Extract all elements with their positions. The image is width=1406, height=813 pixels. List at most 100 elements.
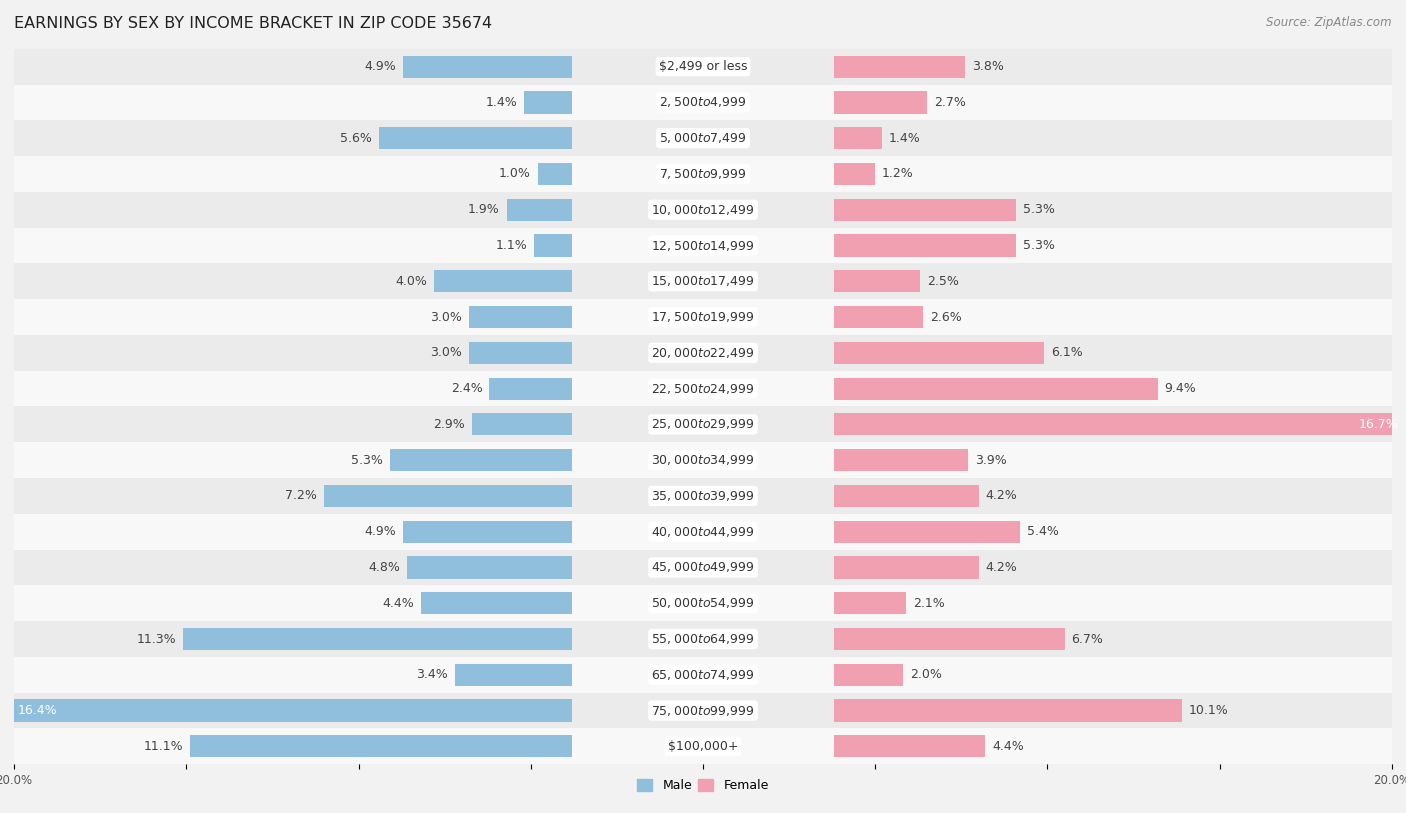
Bar — [834, 91, 927, 114]
Text: 1.4%: 1.4% — [485, 96, 517, 109]
Text: 2.6%: 2.6% — [931, 311, 962, 324]
Text: 4.4%: 4.4% — [993, 740, 1024, 753]
Bar — [834, 234, 1017, 257]
Bar — [7, 699, 572, 722]
Bar — [834, 163, 875, 185]
Text: $12,500 to $14,999: $12,500 to $14,999 — [651, 238, 755, 253]
Bar — [834, 592, 907, 615]
Text: $65,000 to $74,999: $65,000 to $74,999 — [651, 667, 755, 682]
Text: $55,000 to $64,999: $55,000 to $64,999 — [651, 632, 755, 646]
Bar — [468, 306, 572, 328]
Bar — [14, 442, 1392, 478]
Bar — [380, 127, 572, 150]
Text: 4.9%: 4.9% — [364, 60, 396, 73]
Text: $100,000+: $100,000+ — [668, 740, 738, 753]
Text: 3.9%: 3.9% — [976, 454, 1007, 467]
Text: $15,000 to $17,499: $15,000 to $17,499 — [651, 274, 755, 289]
Bar — [834, 377, 1157, 400]
Text: 1.1%: 1.1% — [495, 239, 527, 252]
Text: 16.4%: 16.4% — [17, 704, 58, 717]
Bar — [14, 550, 1392, 585]
Bar — [468, 341, 572, 364]
Text: 4.2%: 4.2% — [986, 489, 1017, 502]
Bar — [420, 592, 572, 615]
Text: 5.6%: 5.6% — [340, 132, 373, 145]
Bar — [434, 270, 572, 293]
Text: 5.3%: 5.3% — [1024, 239, 1056, 252]
Bar — [834, 127, 882, 150]
Text: 11.1%: 11.1% — [143, 740, 183, 753]
Text: 6.7%: 6.7% — [1071, 633, 1104, 646]
Text: EARNINGS BY SEX BY INCOME BRACKET IN ZIP CODE 35674: EARNINGS BY SEX BY INCOME BRACKET IN ZIP… — [14, 16, 492, 31]
Text: $7,500 to $9,999: $7,500 to $9,999 — [659, 167, 747, 181]
Bar — [524, 91, 572, 114]
Bar — [14, 192, 1392, 228]
Text: 9.4%: 9.4% — [1164, 382, 1197, 395]
Text: 7.2%: 7.2% — [285, 489, 318, 502]
Bar — [834, 449, 969, 472]
Bar — [834, 556, 979, 579]
Text: 2.4%: 2.4% — [451, 382, 482, 395]
Text: $45,000 to $49,999: $45,000 to $49,999 — [651, 560, 755, 575]
Bar — [834, 198, 1017, 221]
Text: 3.4%: 3.4% — [416, 668, 449, 681]
Bar — [323, 485, 572, 507]
Text: 4.2%: 4.2% — [986, 561, 1017, 574]
Bar — [834, 735, 986, 758]
Text: 2.7%: 2.7% — [934, 96, 966, 109]
Bar — [14, 621, 1392, 657]
Bar — [489, 377, 572, 400]
Bar — [834, 341, 1045, 364]
Text: 5.3%: 5.3% — [1024, 203, 1056, 216]
Bar — [456, 663, 572, 686]
Bar — [834, 520, 1019, 543]
Text: 2.0%: 2.0% — [910, 668, 942, 681]
Bar — [834, 663, 903, 686]
Text: 4.0%: 4.0% — [395, 275, 427, 288]
Bar — [14, 335, 1392, 371]
Text: $50,000 to $54,999: $50,000 to $54,999 — [651, 596, 755, 611]
Text: 1.4%: 1.4% — [889, 132, 921, 145]
Text: $20,000 to $22,499: $20,000 to $22,499 — [651, 346, 755, 360]
Text: $40,000 to $44,999: $40,000 to $44,999 — [651, 524, 755, 539]
Text: 3.8%: 3.8% — [972, 60, 1004, 73]
Bar — [14, 406, 1392, 442]
Bar — [834, 699, 1182, 722]
Text: 5.4%: 5.4% — [1026, 525, 1059, 538]
Bar — [472, 413, 572, 436]
Bar — [534, 234, 572, 257]
Text: $2,500 to $4,999: $2,500 to $4,999 — [659, 95, 747, 110]
Bar — [537, 163, 572, 185]
Text: $5,000 to $7,499: $5,000 to $7,499 — [659, 131, 747, 146]
Bar — [404, 520, 572, 543]
Bar — [14, 263, 1392, 299]
Bar — [506, 198, 572, 221]
Text: $2,499 or less: $2,499 or less — [659, 60, 747, 73]
Bar — [389, 449, 572, 472]
Text: $30,000 to $34,999: $30,000 to $34,999 — [651, 453, 755, 467]
Text: 1.0%: 1.0% — [499, 167, 531, 180]
Bar — [834, 270, 920, 293]
Bar — [190, 735, 572, 758]
Text: 1.2%: 1.2% — [882, 167, 914, 180]
Text: 2.1%: 2.1% — [912, 597, 945, 610]
Bar — [14, 728, 1392, 764]
Text: 16.7%: 16.7% — [1360, 418, 1399, 431]
Text: 11.3%: 11.3% — [136, 633, 176, 646]
Text: $10,000 to $12,499: $10,000 to $12,499 — [651, 202, 755, 217]
Text: 10.1%: 10.1% — [1188, 704, 1229, 717]
Text: 2.5%: 2.5% — [927, 275, 959, 288]
Bar — [834, 306, 924, 328]
Bar — [14, 693, 1392, 728]
Legend: Male, Female: Male, Female — [633, 774, 773, 798]
Text: 4.8%: 4.8% — [368, 561, 399, 574]
Bar — [183, 628, 572, 650]
Bar — [14, 299, 1392, 335]
Bar — [834, 413, 1406, 436]
Bar — [14, 120, 1392, 156]
Bar — [14, 228, 1392, 263]
Text: $35,000 to $39,999: $35,000 to $39,999 — [651, 489, 755, 503]
Text: 2.9%: 2.9% — [433, 418, 465, 431]
Bar — [14, 371, 1392, 406]
Bar — [834, 628, 1064, 650]
